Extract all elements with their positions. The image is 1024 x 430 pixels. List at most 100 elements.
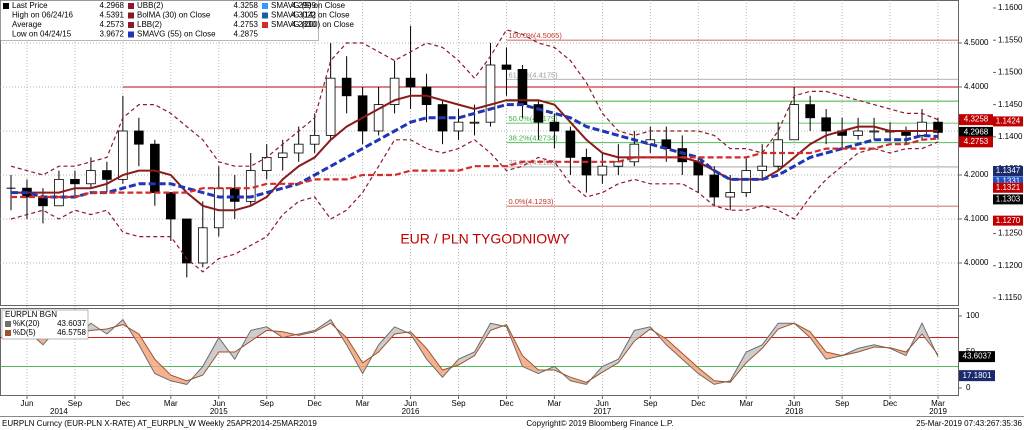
oscillator-band [202,337,219,376]
candle-body [229,187,240,202]
legend-swatch [128,3,134,9]
indicator-line [10,29,939,176]
legend-name: LBB(2) [137,20,162,29]
candle-body [549,121,560,132]
legend-value: 4.2968 [100,1,125,10]
candle-body [134,130,144,145]
legend-name: BolMA (30) on Close [137,11,211,20]
legend-box [1,309,89,340]
year-label: 2015 [210,407,228,416]
legend-name: %D(5) [13,328,36,337]
legend-value: 46.5758 [57,328,86,337]
y-tick-label: 0 [966,383,971,392]
candle-body [917,121,927,136]
footer-left: EURPLN Curncy (EUR-PLN X-RATE) AT_EURPLN… [2,419,317,428]
x-tick-label: Mar [931,399,945,408]
value-tag [993,194,1023,205]
candle-body [565,130,576,158]
x-tick-label: Dec [499,399,513,408]
legend-name: Average [12,20,42,29]
value-tag [959,114,993,126]
fib-label: 38.2%(4.2734) [508,134,558,143]
y-tick-label: 4.2000 [964,170,989,179]
candle-body [166,192,176,220]
candle-body [373,104,384,132]
value-tag-label: 1.1424 [996,117,1021,126]
oscillator-line [10,318,939,385]
value-tag-label: 1.1303 [996,194,1021,203]
candle-body [821,117,831,132]
y2-tick-label: 1.1150 [998,293,1022,302]
legend-value: 4.2573 [100,20,125,29]
candle-body [581,156,592,176]
y-tick-label: 4.4000 [964,82,989,91]
candle-body [453,121,464,132]
value-tag [993,116,1023,127]
x-tick-label: Jun [404,399,417,408]
candle-body [853,130,863,136]
value-tag [993,215,1023,226]
candle-body [325,77,336,136]
candle-body [70,178,80,185]
candle-body [197,227,208,264]
oscillator-band [746,344,763,363]
x-tick-label: Dec [883,399,897,408]
indicator-line [11,94,939,212]
oscillator-band [170,375,187,385]
x-tick-label: Mar [739,399,753,408]
candle-body [261,156,272,171]
footer-right: 25-Mar-2019 07:43:267:35:36 [916,419,1022,428]
candle-body [341,77,352,97]
y2-tick-label: 1.1400 [998,132,1023,141]
x-tick-label: Jun [788,399,801,408]
candle-body [805,104,815,119]
y2-tick-label: 1.1600 [998,3,1023,12]
value-tag-label: 4.3258 [964,115,989,124]
legend-title: EURPLN BGN [5,310,57,319]
value-tag [959,351,995,363]
candle-body [757,165,767,171]
indicator-line [11,103,939,199]
year-label: 2016 [402,407,420,416]
oscillator-band [522,355,539,374]
value-tag-label: 43.6037 [963,352,992,361]
price-legend: Last Price 4.2968 High on 06/24/16 4.5391 Av… [0,0,355,41]
legend-value: 43.6037 [57,319,86,328]
value-tag [993,176,1023,187]
legend-name: SMAVG (14) on Close [271,11,350,20]
x-tick-label: Dec [116,399,130,408]
x-tick-label: Sep [643,399,658,408]
value-tag-label: 4.2753 [964,137,989,146]
oscillator-band [666,339,683,360]
legend-value: 4.3022 [292,11,317,20]
year-label: 2017 [593,407,611,416]
legend-value: 4.2830 [292,20,317,29]
legend-swatch [262,3,268,9]
candle-body [86,170,96,185]
y2-tick-label: 1.1450 [998,100,1023,109]
legend-name: Last Price [12,1,48,10]
legend-name: Low on 04/24/15 [12,30,72,39]
candle-body [213,187,224,229]
y2-tick-label: 1.1250 [998,229,1023,238]
x-tick-label: Sep [68,399,83,408]
candle-body [357,95,368,132]
oscillator-band [762,323,779,349]
legend-name: SMAVG (200) on Close [271,20,355,29]
y-tick-label: 4.0000 [964,258,989,267]
candle-body [677,148,688,163]
oscillator-band [698,367,715,385]
value-tag-label: 17.1801 [963,371,992,380]
year-label: 2014 [50,407,68,416]
legend-swatch [128,12,134,19]
x-tick-label: Sep [260,399,275,408]
candle-body [389,77,400,105]
value-tag [959,370,995,382]
footer-center: Copyright© 2019 Bloomberg Finance L.P. [526,419,673,428]
oscillator-band [458,352,475,365]
x-tick-label: Sep [451,399,466,408]
oscillator-band [858,344,875,352]
price-panel-frame [0,0,959,306]
